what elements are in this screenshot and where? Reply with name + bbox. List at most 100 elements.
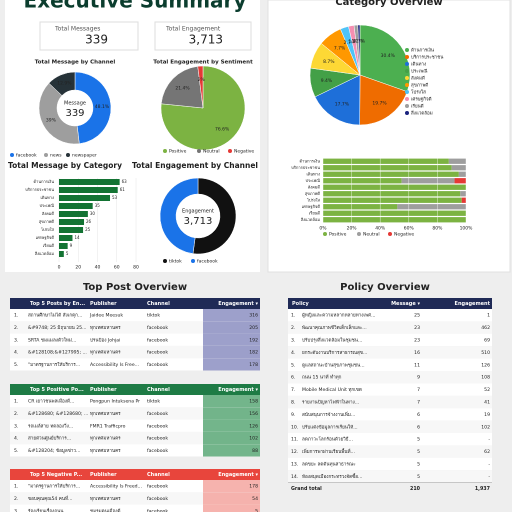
engagement-cell (203, 395, 260, 408)
legend-label: facebook (16, 153, 37, 159)
bar-segment (397, 204, 466, 210)
bar-label: 25 (85, 227, 91, 232)
slice-label: 2% (198, 77, 206, 83)
footer-cell: 1,937 (475, 486, 490, 492)
table-cell: 192 (249, 337, 258, 343)
table-cell: FMR1 Trafficpro (90, 423, 126, 429)
slice (48, 71, 76, 96)
legend-label: Neutral (363, 232, 380, 238)
table-cell: - (488, 438, 490, 443)
bar (59, 227, 84, 233)
slice (314, 74, 361, 126)
legend-swatch (228, 149, 232, 153)
legend-label: เดินทาง (411, 62, 426, 68)
slice (359, 24, 411, 92)
table-cell: 62 (484, 449, 490, 455)
table-header (288, 298, 492, 309)
slice-label: 30.4% (381, 53, 396, 59)
table-cell: รายงานปัญหาไฟฟ้าในทาง... (302, 399, 359, 406)
table-cell: ทุกเทศมหานคร (90, 411, 121, 417)
slice-label: 21.4% (175, 86, 190, 92)
column-header: Top 5 Negative P... (30, 472, 82, 478)
table-cell: 4. (291, 350, 295, 356)
table-cell: 178 (249, 362, 258, 368)
column-header: Publisher (90, 472, 117, 478)
legend-swatch (191, 259, 195, 263)
table-row (288, 346, 492, 359)
table-cell: 1 (487, 313, 490, 319)
card-value: 3,713 (189, 33, 223, 47)
table-cell: 3. (14, 508, 18, 512)
table-row (10, 492, 260, 505)
x-tick-label: 20% (347, 226, 358, 232)
table-header (10, 298, 260, 309)
table-cell: 11. (291, 437, 298, 443)
table-cell: ทุกเทศมหานคร (90, 436, 121, 442)
bar-label: 26 (86, 219, 92, 224)
table-cell: CR เยาวชนพลเมืองดี... (28, 398, 74, 405)
x-tick-label: 80% (432, 226, 443, 232)
engagement-cell (203, 345, 260, 359)
table-cell: 3. (14, 337, 18, 343)
table-cell: facebook (147, 337, 168, 343)
table-cell: 510 (481, 350, 490, 356)
table-cell: - (488, 475, 490, 480)
table-cell: 7. (291, 387, 295, 393)
y-tick-label: สุขภาพดี (39, 219, 55, 225)
bar-segment (323, 165, 452, 171)
footer-cell: Grand total (291, 486, 322, 492)
bar-segment (448, 158, 466, 164)
table-cell: 102 (481, 424, 490, 430)
x-tick-label: 100% (460, 226, 474, 232)
table-cell: ดูแลสถานะบ้านสุขภาพชุมชน... (302, 362, 365, 368)
page-title: Executive Summary (24, 0, 247, 13)
engagement-cell (203, 504, 260, 512)
y-tick-label: สิ่งแวดล้อม (300, 217, 320, 222)
y-tick-label: โปร่งใส (41, 227, 55, 232)
table-cell: ขอบคุณคุณ54 คนที่... (28, 495, 72, 502)
x-tick-label: 40% (375, 226, 386, 232)
legend-swatch (405, 62, 409, 66)
table-cell: ทุกเทศมหานคร (90, 448, 121, 454)
table-row (288, 358, 492, 371)
legend-swatch (10, 153, 14, 157)
table-cell: 4. (14, 436, 18, 442)
legend-label: Negative (234, 149, 254, 155)
legend-label: สิ่งแวดล้อม (411, 110, 433, 117)
chart-title: Total Engagement by Channel (132, 161, 258, 170)
table-row (288, 470, 492, 483)
table-cell: รถเมล์สาย ทดลองวิ่ง... (28, 422, 73, 429)
legend-label: newspaper (72, 153, 97, 159)
table-cell: 126 (249, 423, 258, 429)
x-tick-label: 0% (319, 226, 327, 232)
section-title: Policy Overview (340, 282, 430, 293)
table-cell: ทุกเทศมหานคร (90, 325, 121, 331)
bar-label: 53 (112, 195, 118, 200)
table-cell: 9 (417, 375, 420, 381)
column-header: Top 5 Posts by En... (30, 301, 85, 307)
chart-title: Category Overview (335, 0, 442, 8)
legend-swatch (66, 153, 70, 157)
column-header: Top 5 Positive Po... (30, 387, 84, 393)
table-cell: 23 (414, 325, 420, 331)
table-cell: ห้องสมุดเมืองกระทรวงจัดซื้อ... (302, 473, 362, 480)
legend-swatch (405, 111, 409, 115)
table-header (10, 384, 260, 395)
table-cell: Accessibility Is Freed... (90, 484, 142, 490)
column-header: Channel (147, 472, 170, 478)
slice (192, 177, 237, 255)
table-cell: 5 (417, 449, 420, 455)
table-cell: 25 (414, 313, 420, 319)
legend-label: สุขภาพดี (411, 83, 428, 89)
slice (160, 66, 204, 109)
chart-title: Total Engagement by Sentiment (153, 60, 253, 66)
column-header: Engagement (455, 301, 491, 307)
table-cell: 5 (255, 508, 258, 512)
x-tick-label: 20 (75, 265, 81, 271)
legend-swatch (405, 48, 409, 52)
table-cell: 8. (291, 400, 295, 406)
table-cell: 41 (484, 400, 490, 406)
bar (59, 187, 118, 193)
center-value: 3,713 (184, 216, 213, 227)
legend-label: เศรษฐกิจดี (411, 97, 432, 103)
